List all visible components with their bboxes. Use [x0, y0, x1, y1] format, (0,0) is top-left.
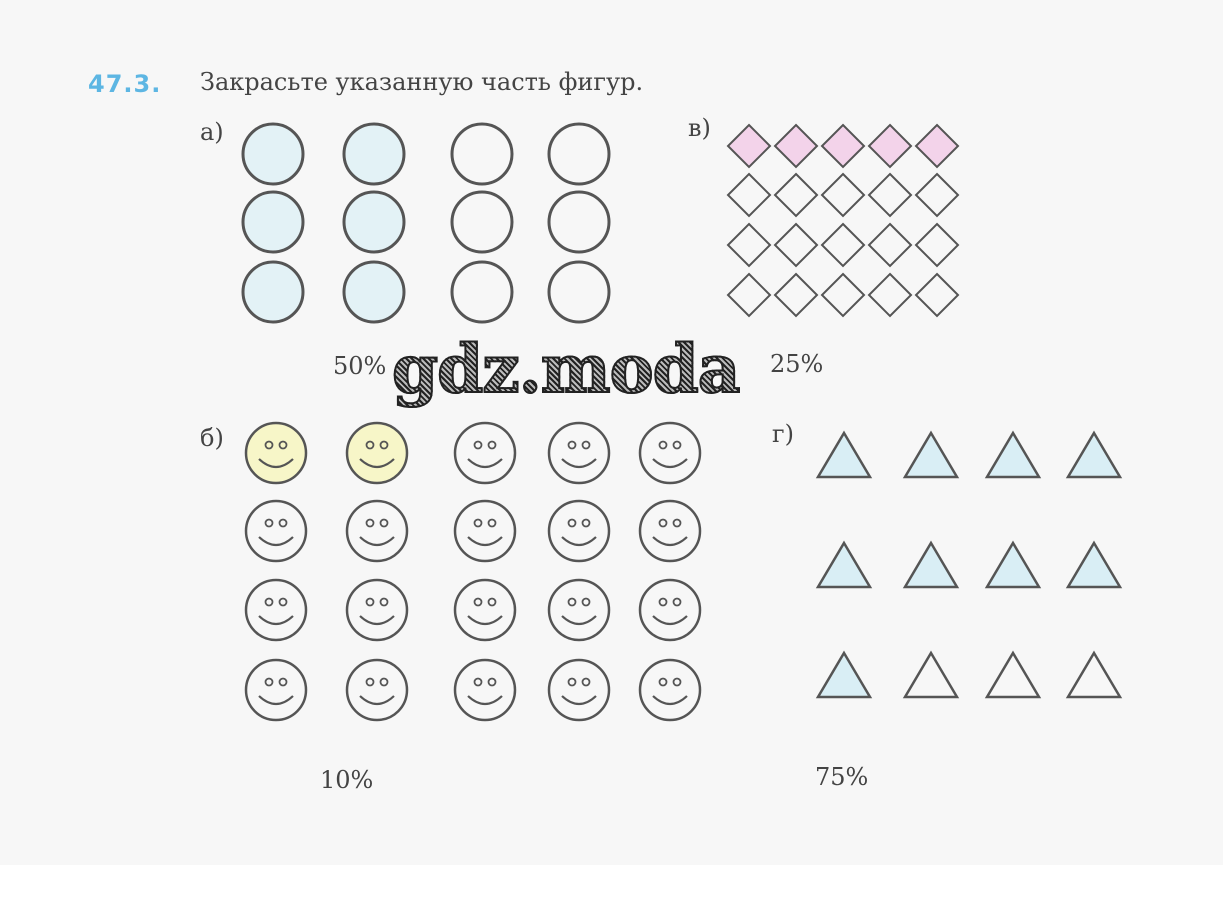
triangle-figure [1065, 430, 1123, 479]
diamond-figure [867, 172, 913, 218]
watermark-logo: gdz.moda [391, 329, 742, 409]
smiley-figure [453, 499, 517, 563]
diamond-figure [820, 172, 866, 218]
smiley-figure [547, 499, 611, 563]
triangle-figure [902, 650, 960, 699]
smiley-figure [244, 499, 308, 563]
exercise-instruction: Закрасьте указанную часть фигур. [200, 68, 644, 96]
diamond-figure [773, 172, 819, 218]
diamond-figure [914, 222, 960, 268]
smiley-figure [345, 658, 409, 722]
circle-figure [450, 122, 514, 186]
triangle-figure [984, 540, 1042, 589]
diamond-figure [726, 272, 772, 318]
triangle-figure [815, 430, 873, 479]
smiley-figure [453, 421, 517, 485]
part-v-label: в) [688, 114, 711, 142]
smiley-figure [547, 421, 611, 485]
part-a-percent: 50% [333, 352, 387, 380]
circle-figure [450, 190, 514, 254]
exercise-number: 47.3. [88, 70, 162, 98]
diamond-figure [726, 172, 772, 218]
diamond-figure [867, 272, 913, 318]
triangle-figure [984, 650, 1042, 699]
circle-figure [342, 260, 406, 324]
circle-figure [547, 260, 611, 324]
triangle-figure [815, 540, 873, 589]
smiley-figure [638, 499, 702, 563]
smiley-figure [453, 658, 517, 722]
smiley-figure [453, 578, 517, 642]
smiley-figure [638, 421, 702, 485]
triangle-figure [815, 650, 873, 699]
circle-figure [547, 190, 611, 254]
smiley-figure [345, 578, 409, 642]
diamond-figure [820, 222, 866, 268]
part-g-label: г) [772, 420, 794, 448]
smiley-figure [345, 499, 409, 563]
diamond-figure [726, 123, 772, 169]
circle-figure [450, 260, 514, 324]
circle-figure [547, 122, 611, 186]
smiley-figure [638, 578, 702, 642]
smiley-figure [244, 658, 308, 722]
diamond-figure [773, 123, 819, 169]
diamond-figure [726, 222, 772, 268]
triangle-figure [902, 540, 960, 589]
diamond-figure [914, 123, 960, 169]
diamond-figure [773, 272, 819, 318]
part-g-percent: 75% [815, 763, 869, 791]
circle-figure [342, 190, 406, 254]
circle-figure [241, 260, 305, 324]
triangle-figure [1065, 540, 1123, 589]
smiley-figure [638, 658, 702, 722]
page-sheet [0, 0, 1223, 865]
circle-figure [241, 122, 305, 186]
part-v-percent: 25% [770, 350, 824, 378]
diamond-figure [867, 222, 913, 268]
smiley-figure [244, 578, 308, 642]
smiley-figure [547, 578, 611, 642]
part-b-label: б) [200, 424, 224, 452]
smiley-figure [244, 421, 308, 485]
smiley-figure [547, 658, 611, 722]
diamond-figure [914, 172, 960, 218]
diamond-figure [820, 123, 866, 169]
circle-figure [241, 190, 305, 254]
part-b-percent: 10% [320, 766, 374, 794]
circle-figure [342, 122, 406, 186]
diamond-figure [773, 222, 819, 268]
triangle-figure [984, 430, 1042, 479]
diamond-figure [820, 272, 866, 318]
diamond-figure [914, 272, 960, 318]
part-a-label: а) [200, 118, 224, 146]
triangle-figure [1065, 650, 1123, 699]
smiley-figure [345, 421, 409, 485]
triangle-figure [902, 430, 960, 479]
diamond-figure [867, 123, 913, 169]
